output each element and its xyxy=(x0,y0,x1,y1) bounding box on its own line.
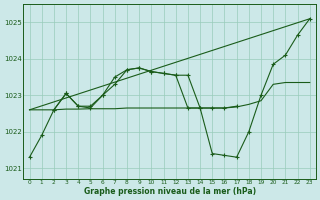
X-axis label: Graphe pression niveau de la mer (hPa): Graphe pression niveau de la mer (hPa) xyxy=(84,187,256,196)
